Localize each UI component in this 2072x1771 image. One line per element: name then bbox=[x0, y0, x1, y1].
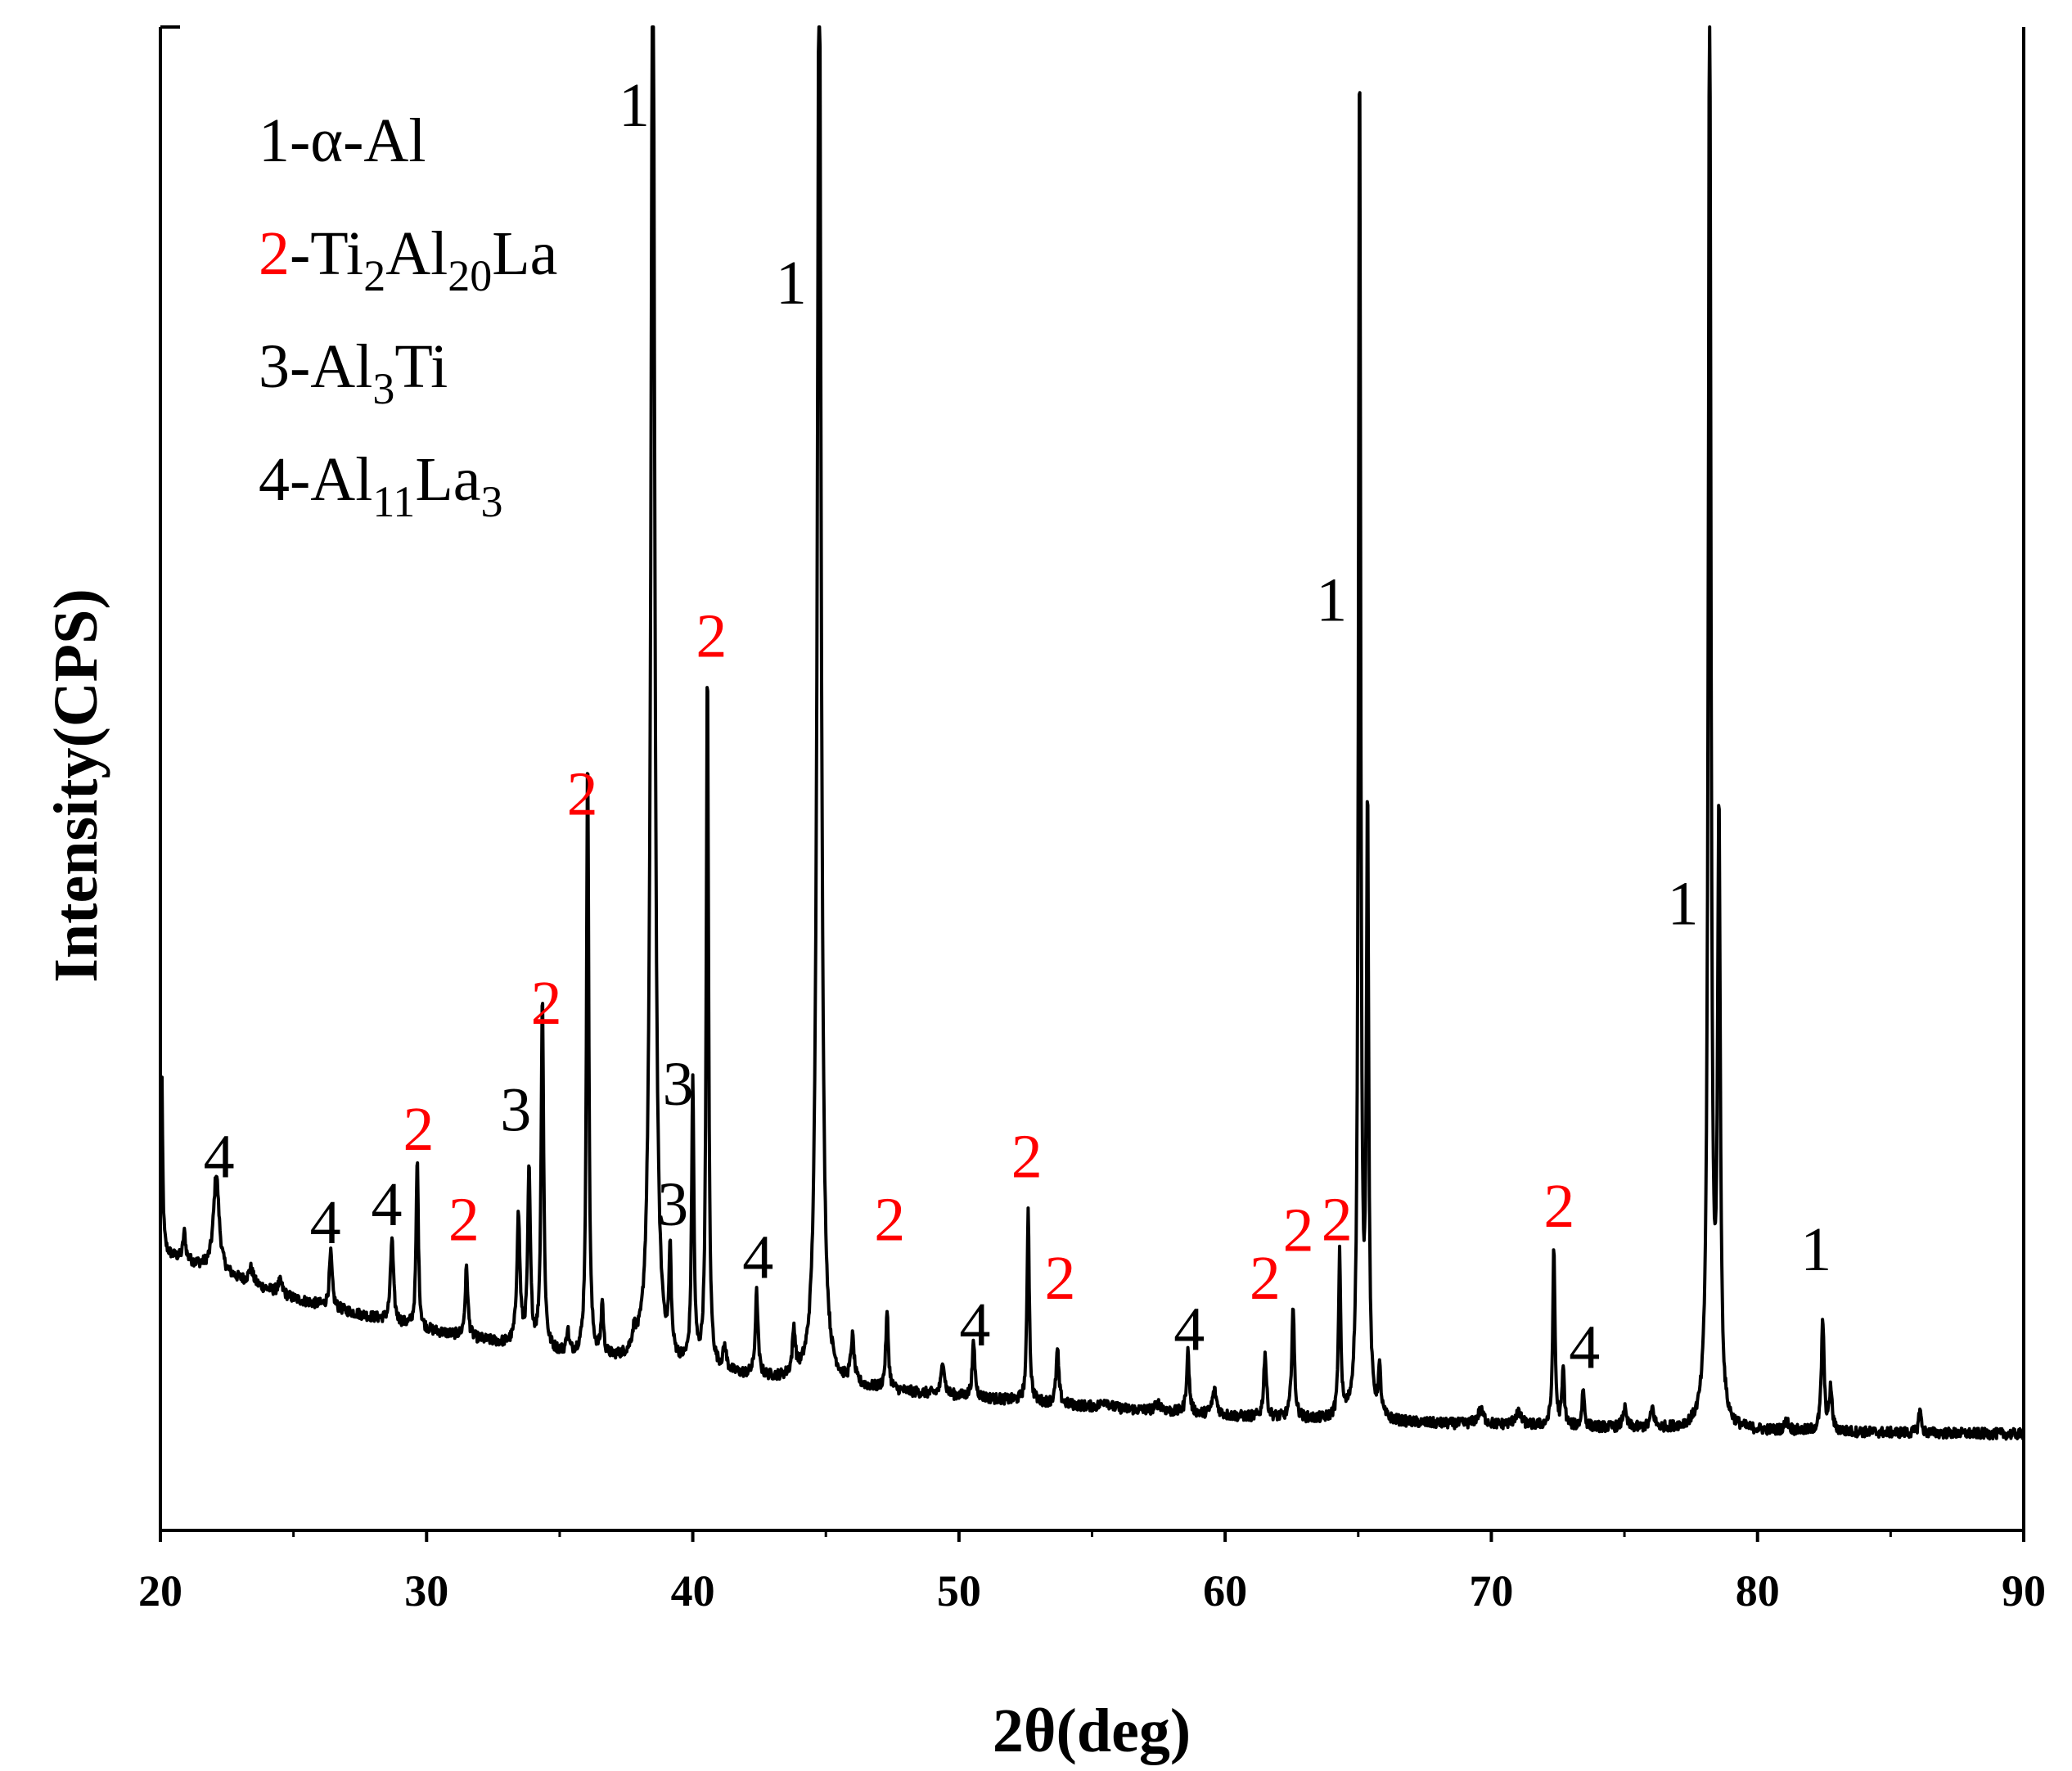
peak-label-4: 4 bbox=[959, 1291, 990, 1359]
y-axis-title: Intensity(CPS) bbox=[42, 588, 110, 982]
legend-text-part: La bbox=[492, 219, 557, 288]
legend-subscript: 20 bbox=[448, 251, 492, 300]
peak-label-2: 2 bbox=[1543, 1172, 1574, 1241]
peak-label-2: 2 bbox=[1283, 1196, 1314, 1264]
legend-text-part: La bbox=[415, 445, 480, 514]
legend-text-part: -Al bbox=[290, 445, 372, 514]
peak-label-4: 4 bbox=[742, 1223, 773, 1291]
legend-ti2al20la: 2-Ti2Al20La bbox=[259, 219, 557, 300]
x-tick-label: 70 bbox=[1469, 1566, 1513, 1616]
legend-alpha-al: 1-α-Al bbox=[259, 106, 426, 175]
peak-label-1: 1 bbox=[1800, 1215, 1831, 1284]
legend-number: 2 bbox=[259, 219, 290, 288]
peak-label-2: 2 bbox=[1250, 1244, 1281, 1313]
peak-label-2: 2 bbox=[1044, 1244, 1075, 1313]
peak-label-1: 1 bbox=[1668, 870, 1699, 939]
peak-label-3: 3 bbox=[657, 1170, 688, 1239]
peak-label-4: 4 bbox=[204, 1122, 235, 1191]
x-tick-label: 40 bbox=[671, 1566, 715, 1616]
x-tick-label: 50 bbox=[937, 1566, 981, 1616]
peak-label-3: 3 bbox=[500, 1075, 531, 1144]
peak-label-2: 2 bbox=[1322, 1185, 1353, 1254]
legend-text-part: -Al bbox=[290, 332, 372, 401]
x-ticks bbox=[159, 1530, 2025, 1542]
legend-text-part: -Ti bbox=[290, 219, 363, 288]
legend-al11la3: 4-Al11La3 bbox=[259, 445, 502, 526]
legend-text-part: Al bbox=[385, 219, 448, 288]
legend-subscript: 2 bbox=[363, 251, 385, 300]
x-tick-labels: 20 30 40 50 60 70 80 90 bbox=[138, 1566, 2046, 1616]
x-tick-label: 20 bbox=[138, 1566, 182, 1616]
x-tick-label: 90 bbox=[2002, 1566, 2046, 1616]
legend-text-part: -α-Al bbox=[290, 106, 426, 175]
peak-label-2: 2 bbox=[567, 760, 598, 829]
peak-label-1: 1 bbox=[619, 71, 650, 140]
legend-number: 4 bbox=[259, 445, 290, 514]
plot-area bbox=[159, 25, 2025, 1441]
x-tick-label: 60 bbox=[1203, 1566, 1247, 1616]
x-axis-title: 2θ(deg) bbox=[993, 1697, 1191, 1765]
x-tick-label: 30 bbox=[404, 1566, 448, 1616]
peak-label-1: 1 bbox=[1316, 566, 1347, 635]
peak-label-2: 2 bbox=[448, 1185, 480, 1254]
x-tick-label: 80 bbox=[1736, 1566, 1780, 1616]
peak-label-1: 1 bbox=[776, 249, 807, 318]
peak-label-2: 2 bbox=[403, 1095, 435, 1164]
peak-label-2: 2 bbox=[1011, 1122, 1043, 1191]
legend-al3ti: 3-Al3Ti bbox=[259, 332, 448, 413]
peak-label-4: 4 bbox=[371, 1170, 402, 1239]
peak-label-4: 4 bbox=[1569, 1314, 1600, 1382]
legend-subscript: 3 bbox=[480, 477, 502, 526]
legend-subscript: 11 bbox=[372, 477, 415, 526]
peak-label-2: 2 bbox=[696, 602, 727, 671]
legend-number: 3 bbox=[259, 332, 290, 401]
peak-label-4: 4 bbox=[310, 1188, 341, 1257]
legend-subscript: 3 bbox=[372, 364, 394, 413]
legend-number: 1 bbox=[259, 106, 290, 175]
peak-label-4: 4 bbox=[1173, 1296, 1205, 1364]
peak-label-2: 2 bbox=[874, 1185, 905, 1254]
xrd-series-line bbox=[159, 25, 2025, 1441]
legend-text-part: Ti bbox=[394, 332, 448, 401]
peak-label-2: 2 bbox=[531, 969, 562, 1038]
peak-label-3: 3 bbox=[663, 1050, 694, 1119]
